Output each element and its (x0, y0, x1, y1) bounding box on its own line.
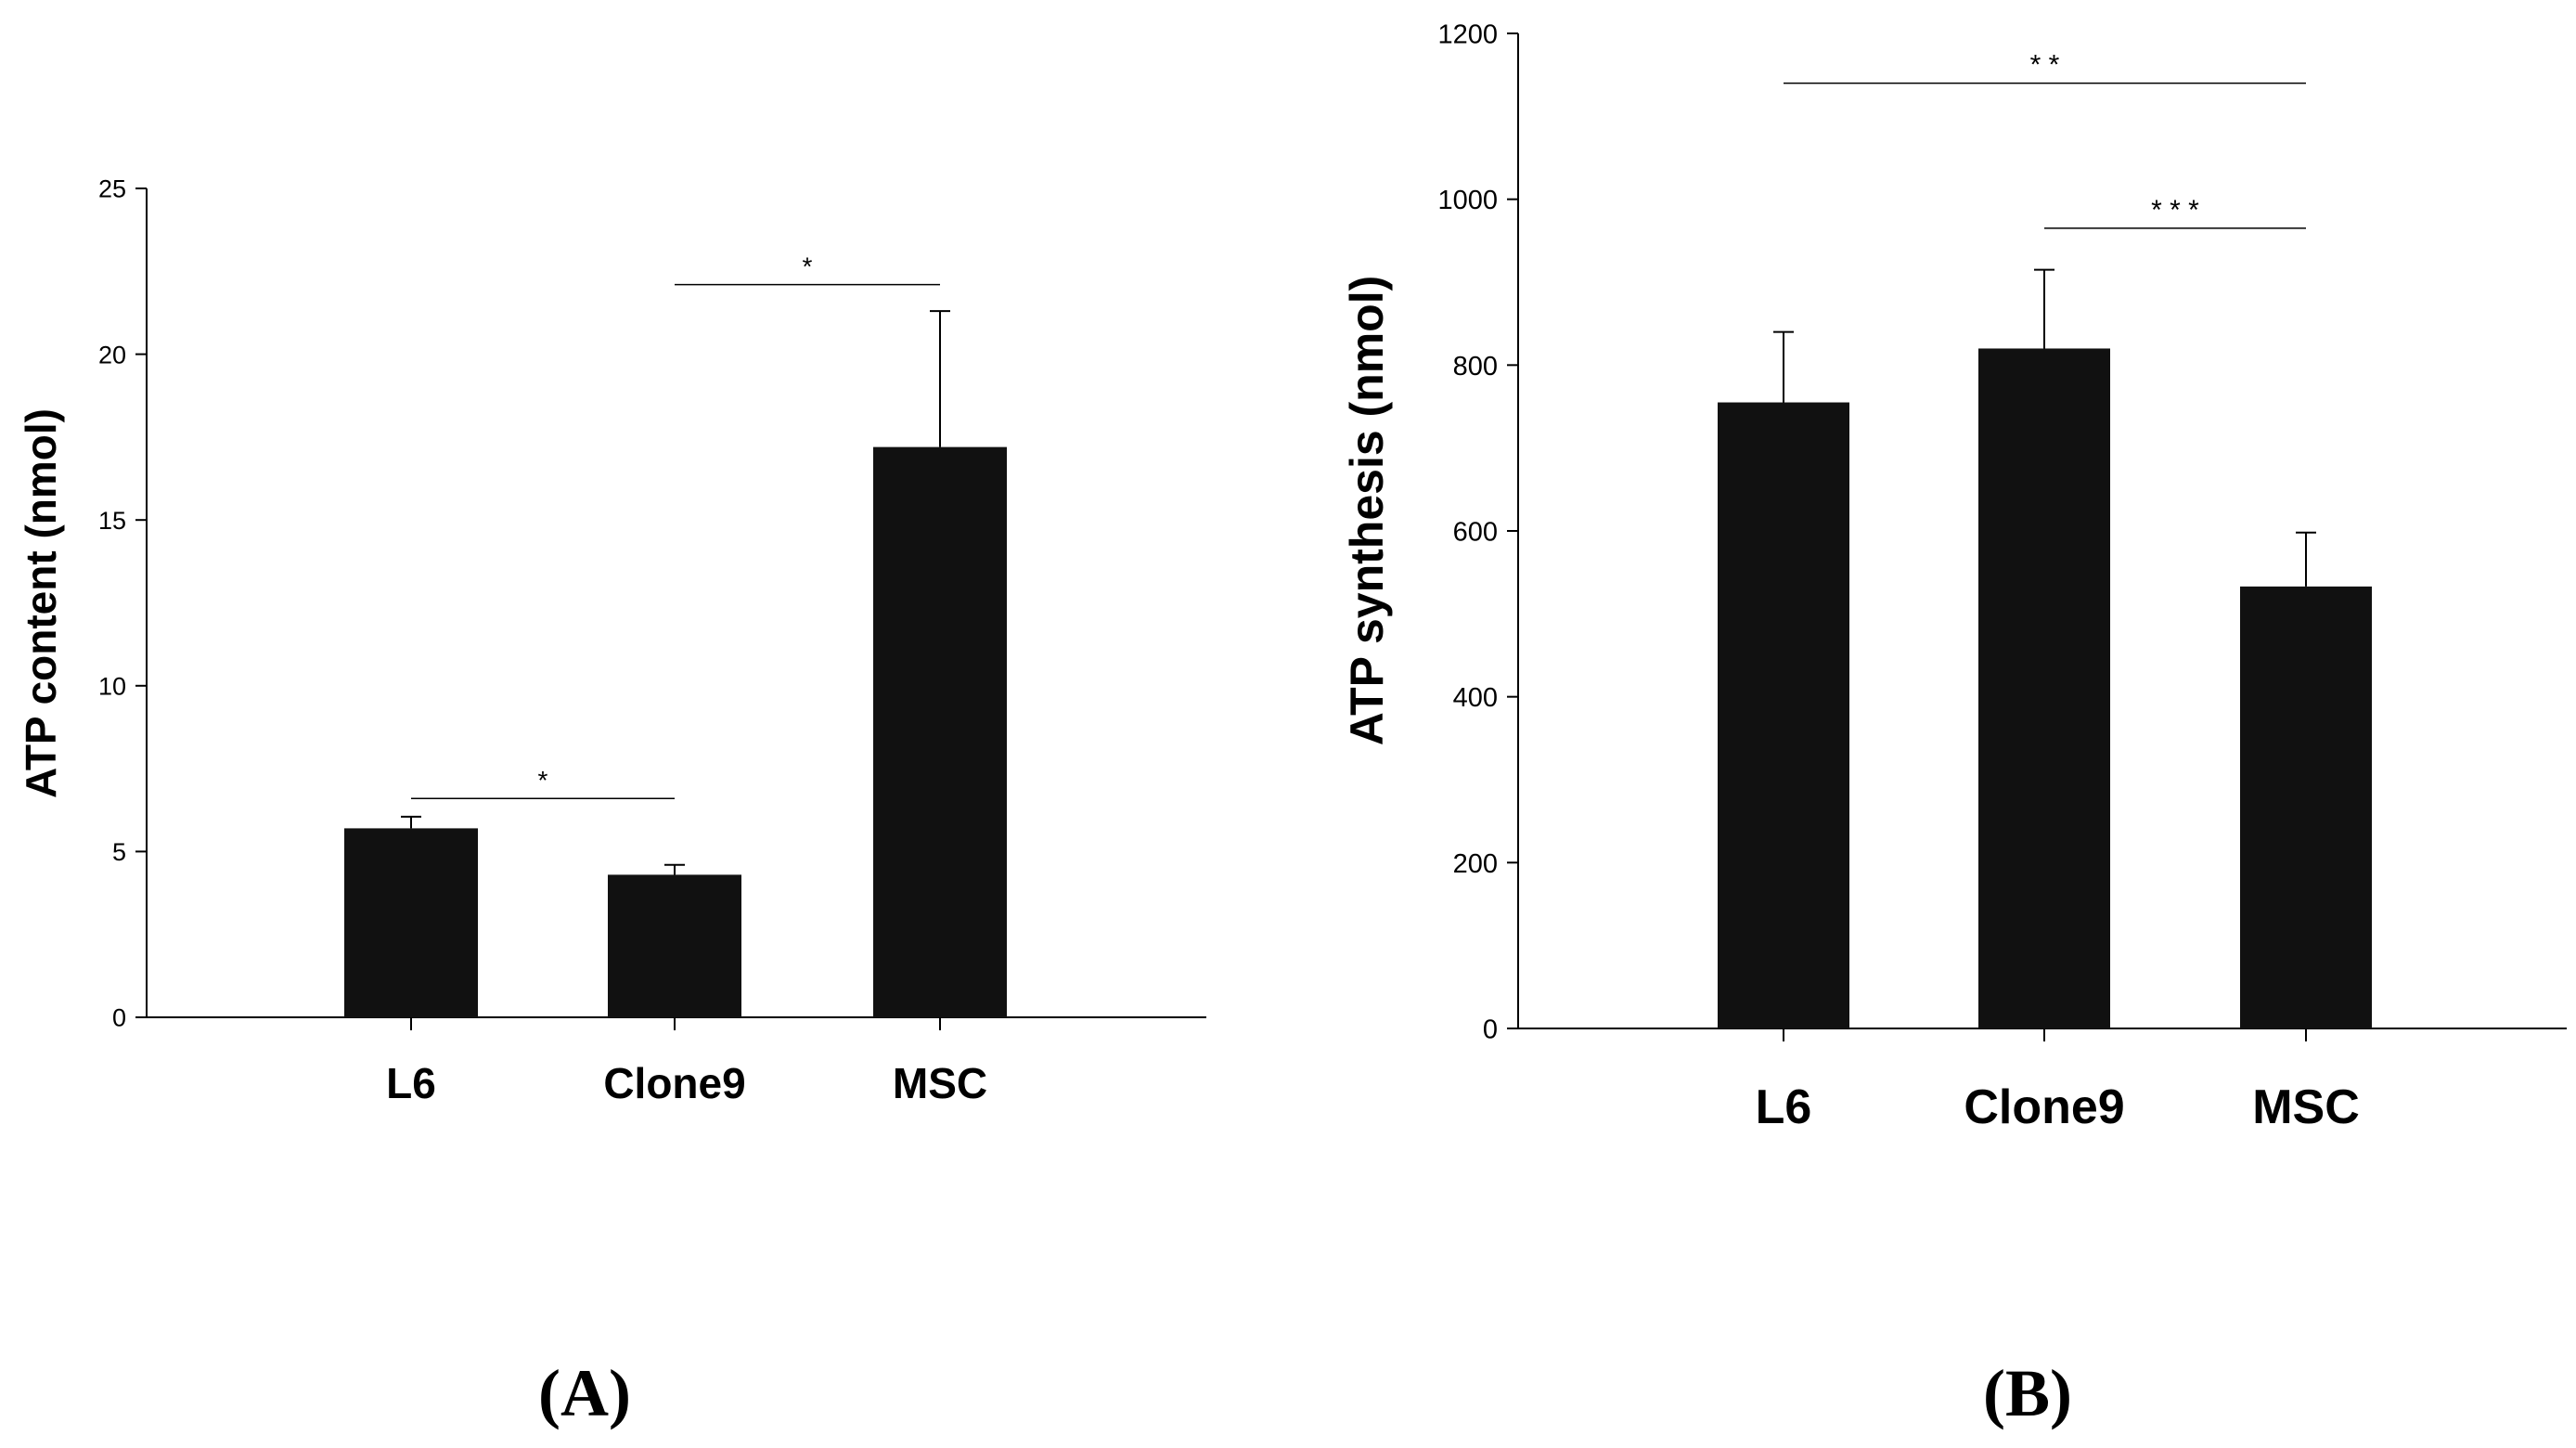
b-y-tick-label: 200 (1453, 849, 1498, 879)
b-y-tick-label: 0 (1483, 1015, 1498, 1044)
a-y-tick-label: 10 (98, 673, 126, 701)
b-y-tick-label: 1200 (1437, 19, 1498, 49)
panel-a-label: (A) (538, 1356, 631, 1430)
b-bar-msc (2240, 586, 2372, 1028)
a-category-label: Clone9 (603, 1059, 745, 1107)
a-category-label: L6 (386, 1059, 436, 1107)
a-significance-label: * (803, 252, 813, 281)
b-y-tick-label: 600 (1453, 517, 1498, 547)
b-significance-label: * * * (2151, 195, 2199, 226)
a-category-label: MSC (893, 1059, 987, 1107)
b-category-label: L6 (1756, 1080, 1812, 1134)
b-bar-clone9 (1978, 348, 2110, 1028)
a-y-axis-title: ATP content (nmol) (17, 408, 65, 798)
a-bar-clone9 (608, 874, 741, 1017)
b-category-label: MSC (2252, 1080, 2360, 1134)
a-y-tick-label: 5 (112, 838, 126, 866)
a-y-tick-label: 0 (112, 1004, 126, 1032)
a-significance-label: * (538, 766, 548, 795)
panel-b-label: (B) (1983, 1356, 2072, 1430)
a-bar-msc (873, 446, 1007, 1018)
a-bar-l6 (344, 828, 478, 1017)
a-y-tick-label: 15 (98, 507, 126, 535)
panel-b-atp-synthesis-chart: 0 200 400 600 800 1000 1200 L6 Clone9 MSC * * * * *… (1341, 19, 2567, 1134)
a-y-tick-label: 25 (98, 175, 126, 203)
panel-a-atp-content-chart: 0 5 10 15 20 25 L6 Clone9 MSC * * ATP content (nmol… (17, 175, 1206, 1107)
b-y-tick-label: 400 (1453, 683, 1498, 713)
b-y-axis-title: ATP synthesis (nmol) (1341, 276, 1393, 746)
b-y-tick-label: 1000 (1437, 186, 1498, 215)
b-y-tick-label: 800 (1453, 352, 1498, 381)
a-y-tick-label: 20 (98, 341, 126, 368)
b-category-label: Clone9 (1964, 1080, 2124, 1134)
b-bar-l6 (1718, 402, 1849, 1028)
b-significance-label: * * (2030, 50, 2060, 81)
